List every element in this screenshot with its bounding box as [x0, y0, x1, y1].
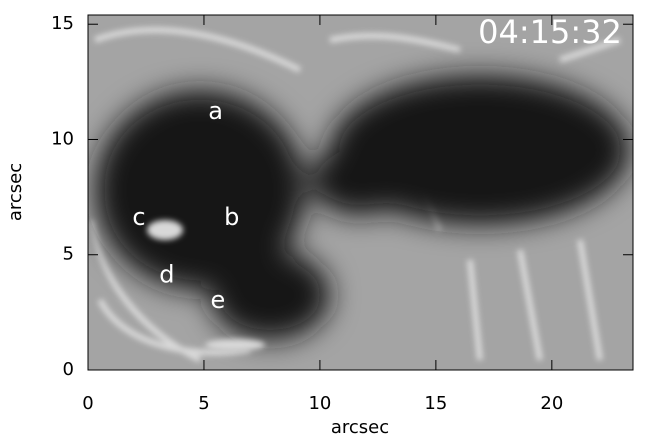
- annotation: c: [132, 203, 145, 231]
- x-tick-label: 5: [198, 393, 209, 414]
- x-tick-label: 15: [424, 393, 447, 414]
- x-axis-label: arcsec: [331, 417, 389, 438]
- annotation: d: [159, 260, 174, 288]
- annotation: a: [208, 97, 223, 125]
- solar-image: [88, 15, 633, 370]
- y-tick-label: 0: [63, 359, 74, 380]
- timestamp: 04:15:32: [478, 13, 622, 51]
- y-axis-label: arcsec: [5, 163, 26, 221]
- x-tick-label: 10: [308, 393, 331, 414]
- annotation: e: [210, 286, 225, 314]
- x-tick-label: 20: [540, 393, 563, 414]
- y-tick-label: 5: [63, 244, 74, 265]
- plot-frame: [87, 14, 634, 371]
- x-tick-label: 0: [82, 393, 93, 414]
- annotation: b: [224, 203, 239, 231]
- y-tick-label: 10: [51, 128, 74, 149]
- y-tick-label: 15: [51, 13, 74, 34]
